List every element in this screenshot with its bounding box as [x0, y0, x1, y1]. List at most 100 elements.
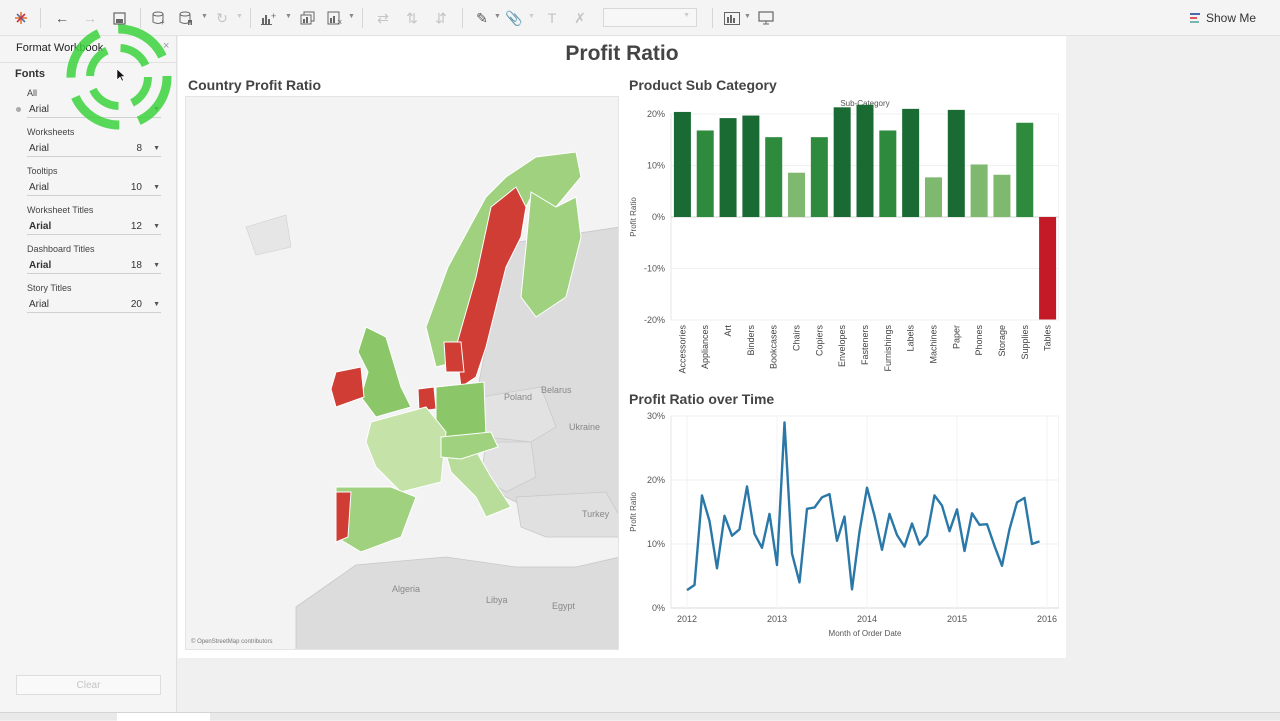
tableau-logo-icon[interactable]	[10, 8, 32, 28]
font-name: Arial	[29, 260, 52, 271]
font-select-story-titles[interactable]: Arial 20 ▼	[27, 296, 161, 313]
chevron-down-icon[interactable]: ▼	[494, 13, 501, 20]
iceland-area	[245, 214, 292, 256]
chevron-down-icon[interactable]: ▼	[528, 13, 535, 20]
map-label: Algeria	[392, 584, 420, 594]
undo-icon[interactable]: ←	[55, 10, 69, 26]
country-map[interactable]: Poland Belarus Ukraine Turkey Algeria Li…	[185, 96, 619, 650]
fit-dropdown[interactable]: ▼	[603, 8, 697, 27]
uk-region[interactable]	[357, 326, 412, 418]
presentation-icon[interactable]	[755, 8, 777, 28]
clear-button[interactable]: Clear	[16, 675, 161, 695]
x-tick-label: 2012	[677, 614, 697, 624]
font-size: 10	[130, 182, 142, 193]
chevron-down-icon[interactable]: ▼	[348, 13, 355, 20]
refresh-icon[interactable]: ↻	[216, 9, 228, 26]
chevron-down-icon: ▼	[153, 223, 160, 230]
map-label: Turkey	[582, 509, 610, 519]
font-name: Arial	[29, 143, 50, 154]
pause-updates-icon[interactable]	[175, 8, 197, 28]
bar-chart[interactable]: Sub-Category 20% 10% 0% -10% -20% Profit Ratio…	[629, 94, 1059, 384]
font-label-story-titles: Story Titles	[27, 283, 72, 293]
profit-ratio-line	[686, 421, 1040, 592]
finland-region[interactable]	[520, 191, 582, 318]
map-label: Egypt	[552, 601, 576, 611]
france-region[interactable]	[365, 406, 447, 493]
font-select-dashboard-titles[interactable]: Arial 18 ▼	[27, 257, 161, 274]
bar-tables	[1039, 217, 1057, 320]
denmark-region[interactable]	[443, 341, 465, 373]
map-title: Country Profit Ratio	[188, 77, 321, 93]
save-icon[interactable]	[108, 8, 130, 28]
font-size: 20	[130, 299, 142, 310]
x-tick-label: 2014	[857, 614, 877, 624]
toolbar-separator	[362, 8, 363, 28]
clear-sheet-icon[interactable]: ×	[324, 8, 346, 28]
font-label-worksheet-titles: Worksheet Titles	[27, 205, 94, 215]
show-me-label: Show Me	[1206, 11, 1257, 25]
new-worksheet-icon[interactable]: +	[258, 8, 280, 28]
bar-chart-header: Sub-Category	[840, 99, 889, 108]
close-icon[interactable]: ×	[163, 40, 170, 52]
group-icon[interactable]: 📎	[505, 9, 523, 26]
line-chart[interactable]: 30% 20% 10% 0% 2012 2013 2014 2015 2016 Profit Ra…	[629, 408, 1059, 653]
toolbar-separator	[250, 8, 251, 28]
font-select-worksheet-titles[interactable]: Arial 12 ▼	[27, 218, 161, 235]
bar-chairs	[788, 172, 806, 217]
map-credit: © OpenStreetMap contributors	[191, 639, 273, 645]
bar-chart-title: Product Sub Category	[629, 77, 777, 93]
x-tick-label: 2015	[947, 614, 967, 624]
category-label: Appliances	[700, 325, 710, 370]
chevron-down-icon[interactable]: ▼	[201, 13, 208, 20]
category-label: Accessories	[677, 325, 687, 374]
bar-copiers	[810, 137, 828, 217]
sort-ascending-icon[interactable]: ⇅	[406, 9, 418, 26]
svg-text:+: +	[160, 18, 165, 26]
swap-icon[interactable]: ⇄	[377, 9, 389, 26]
bar-supplies	[1016, 122, 1034, 217]
y-tick-label: 20%	[647, 475, 665, 485]
y-tick-label: 30%	[647, 411, 665, 421]
modified-indicator	[16, 107, 21, 112]
sort-descending-icon[interactable]: ⇵	[435, 9, 447, 26]
portugal-region[interactable]	[335, 491, 352, 543]
show-me-button[interactable]: Show Me	[1190, 9, 1256, 27]
toolbar-separator	[712, 8, 713, 28]
chevron-down-icon[interactable]: ▼	[236, 13, 243, 20]
redo-icon[interactable]: →	[83, 10, 97, 26]
bar-paper	[947, 109, 965, 217]
chevron-down-icon[interactable]: ▼	[285, 13, 292, 20]
fix-axes-icon[interactable]: ✗	[574, 9, 586, 26]
show-me-icon	[1190, 13, 1200, 23]
new-datasource-icon[interactable]: +	[148, 8, 170, 28]
font-name: Arial	[29, 104, 50, 115]
austria-region[interactable]	[440, 431, 499, 460]
ireland-region[interactable]	[330, 366, 365, 408]
bar-envelopes	[833, 107, 851, 217]
toolbar-separator	[40, 8, 41, 28]
map-canvas[interactable]: Poland Belarus Ukraine Turkey Algeria Li…	[186, 97, 619, 650]
font-label-all: All	[27, 88, 38, 98]
label-icon[interactable]: T	[547, 10, 557, 26]
font-label-dashboard-titles: Dashboard Titles	[27, 244, 95, 254]
bar-appliances	[696, 130, 714, 217]
plot-frame	[670, 415, 1059, 609]
y-tick-label: 10%	[647, 539, 665, 549]
bar-labels	[902, 108, 920, 217]
y-tick-label: 10%	[647, 161, 665, 171]
bar-art	[719, 118, 737, 217]
category-label: Furnishings	[883, 325, 893, 372]
font-select-tooltips[interactable]: Arial 10 ▼	[27, 179, 161, 196]
font-name: Arial	[29, 182, 50, 193]
font-select-worksheets[interactable]: Arial 8 ▼	[27, 140, 161, 157]
category-label: Art	[723, 325, 733, 337]
tab-active[interactable]	[117, 713, 210, 721]
duplicate-sheet-icon[interactable]	[296, 8, 318, 28]
y-tick-label: 0%	[652, 603, 665, 613]
show-cards-icon[interactable]	[721, 8, 743, 28]
chevron-down-icon[interactable]: ▼	[744, 13, 751, 20]
highlight-icon[interactable]: ✎	[476, 9, 488, 26]
dashboard: Profit Ratio Country Profit Ratio	[178, 36, 1066, 658]
netherlands-region[interactable]	[417, 386, 437, 412]
format-workbook-pane: Format Workbook × Fonts All Arial ▼ Work…	[0, 36, 177, 712]
